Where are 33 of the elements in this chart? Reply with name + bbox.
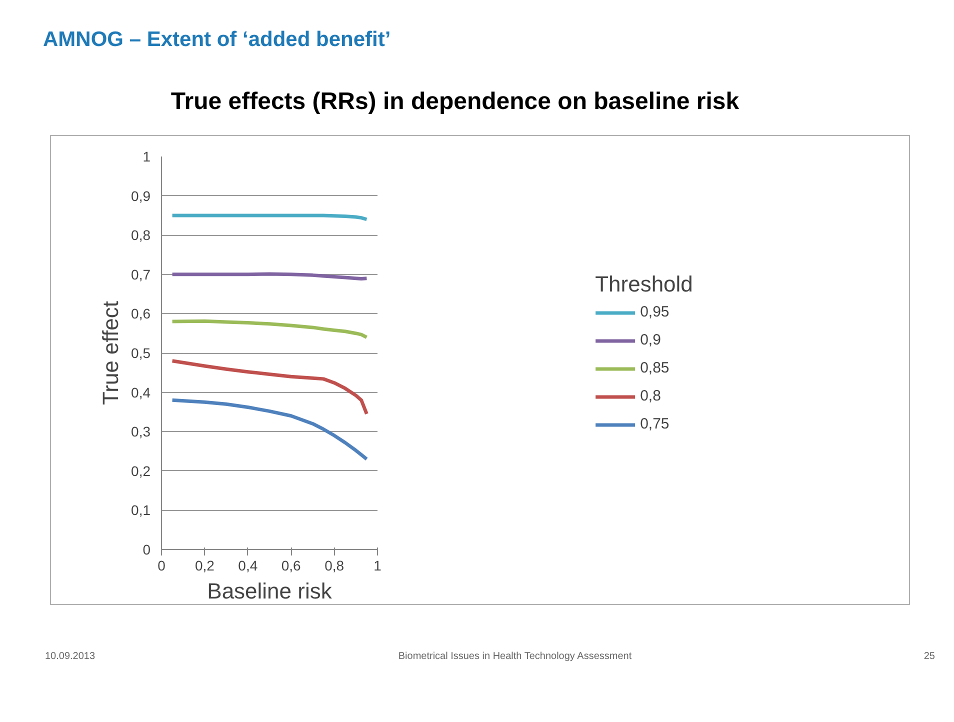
- legend-label: 0,8: [640, 388, 661, 404]
- text: 25: [924, 650, 935, 664]
- line-series: [170, 398, 368, 461]
- line-series: [170, 359, 368, 416]
- x-tick-label: 0,2: [194, 558, 215, 574]
- y-tick-label: 0,4: [131, 384, 151, 400]
- x-tick-label: 0: [158, 558, 166, 574]
- y-axis-title: True effect: [98, 301, 124, 405]
- legend-title: Threshold: [595, 271, 693, 297]
- y-tick-label: 0,3: [131, 424, 151, 440]
- text: 10.09.2013: [45, 650, 96, 664]
- y-tick-label: 1: [142, 148, 151, 164]
- x-tick-label: 0,6: [281, 558, 302, 574]
- x-tick-label: 0,8: [324, 558, 344, 574]
- text: Biometrical Issues in Health Technology Assessment: [398, 650, 632, 664]
- y-tick-label: 0,1: [131, 502, 151, 518]
- y-tick-label: 0,6: [131, 306, 151, 322]
- legend-label: 0,75: [640, 416, 670, 432]
- text: True effects (RRs) in dependence on baseline risk: [170, 87, 740, 117]
- x-tick-label: 0,4: [238, 558, 258, 574]
- legend-label: 0,85: [640, 360, 670, 376]
- y-tick-label: 0,5: [131, 345, 151, 361]
- y-tick-label: 0: [142, 542, 151, 558]
- y-tick-label: 0,2: [131, 462, 151, 479]
- y-tick-label: 0,9: [131, 188, 151, 204]
- line-series: [170, 319, 368, 340]
- chart-title: AMNOG – Extent of ‘added benefit’: [43, 27, 391, 53]
- x-axis-title: Baseline risk: [207, 578, 333, 604]
- y-tick-label: 0,8: [131, 227, 151, 244]
- y-tick-label: 0,7: [131, 266, 151, 282]
- x-tick-label: 1: [374, 558, 382, 574]
- legend-label: 0,95: [640, 304, 670, 320]
- legend-label: 0,9: [640, 332, 661, 348]
